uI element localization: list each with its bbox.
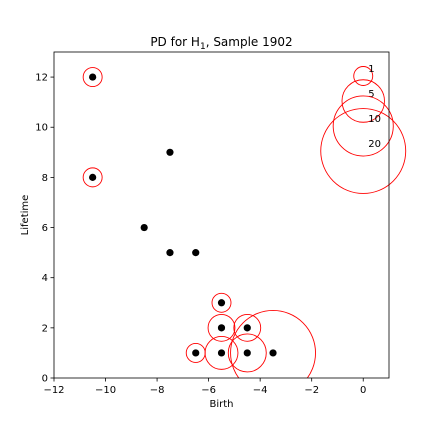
y-axis-ticks: 0 2 4 6 8 10 12 bbox=[35, 73, 54, 385]
data-point-2 bbox=[166, 148, 174, 156]
legend-circle-20 bbox=[320, 108, 407, 194]
legend-label-10: 10 bbox=[368, 114, 381, 125]
multiplicity-circle-0 bbox=[82, 67, 103, 88]
x-tick-label: −2 bbox=[304, 385, 319, 396]
legend-circle-1 bbox=[353, 66, 374, 86]
legend-label-5: 5 bbox=[368, 89, 374, 100]
multiplicity-circle-8 bbox=[233, 313, 262, 342]
x-tick-label: −12 bbox=[43, 385, 64, 396]
y-tick-label: 10 bbox=[35, 123, 48, 134]
data-point-1 bbox=[89, 173, 97, 181]
data-point-5 bbox=[192, 249, 200, 257]
chart-title: PD for H1, Sample 1902 bbox=[150, 35, 292, 52]
x-tick-label: −10 bbox=[95, 385, 116, 396]
x-tick-label: −6 bbox=[201, 385, 216, 396]
chart-title-main: PD for H bbox=[150, 35, 200, 49]
y-tick-label: 0 bbox=[42, 374, 48, 385]
multiplicity-circle-7 bbox=[207, 313, 236, 342]
chart-title-subscript: 1 bbox=[200, 42, 206, 52]
data-point-12 bbox=[269, 349, 277, 357]
y-tick-label: 6 bbox=[42, 223, 48, 234]
y-tick-label: 2 bbox=[42, 323, 48, 334]
multiplicity-circle-11 bbox=[227, 333, 267, 373]
data-point-8 bbox=[243, 324, 251, 332]
legend-label-1: 1 bbox=[368, 64, 374, 75]
multiplicity-circle-1 bbox=[82, 167, 103, 188]
data-points bbox=[89, 73, 277, 357]
multiplicity-circle-12 bbox=[230, 310, 316, 378]
multiplicity-circles bbox=[82, 67, 316, 378]
y-tick-label: 8 bbox=[42, 173, 48, 184]
legend: 1 5 10 20 bbox=[320, 64, 407, 194]
x-tick-label: −4 bbox=[253, 385, 268, 396]
x-tick-label: −8 bbox=[150, 385, 165, 396]
data-point-11 bbox=[243, 349, 251, 357]
legend-circle-10 bbox=[332, 95, 394, 157]
data-point-7 bbox=[217, 324, 226, 332]
legend-circle-5 bbox=[341, 79, 385, 123]
data-point-9 bbox=[192, 349, 200, 357]
plot-frame bbox=[53, 51, 390, 379]
y-tick-label: 12 bbox=[35, 73, 48, 84]
data-point-3 bbox=[140, 223, 148, 232]
chart-title-suffix: , Sample 1902 bbox=[206, 35, 293, 49]
y-tick-label: 4 bbox=[42, 273, 48, 284]
data-point-0 bbox=[89, 73, 97, 81]
data-point-6 bbox=[217, 299, 226, 307]
x-axis-label: Birth bbox=[209, 399, 233, 410]
data-point-10 bbox=[217, 349, 226, 357]
multiplicity-circle-6 bbox=[211, 292, 232, 313]
y-axis-label: Lifetime bbox=[20, 195, 31, 236]
x-tick-label: 0 bbox=[360, 385, 366, 396]
legend-label-20: 20 bbox=[368, 139, 381, 150]
data-point-4 bbox=[166, 249, 174, 257]
x-axis-ticks: −12 −10 −8 −6 −4 −2 0 bbox=[43, 378, 366, 396]
multiplicity-circle-10 bbox=[204, 336, 239, 370]
